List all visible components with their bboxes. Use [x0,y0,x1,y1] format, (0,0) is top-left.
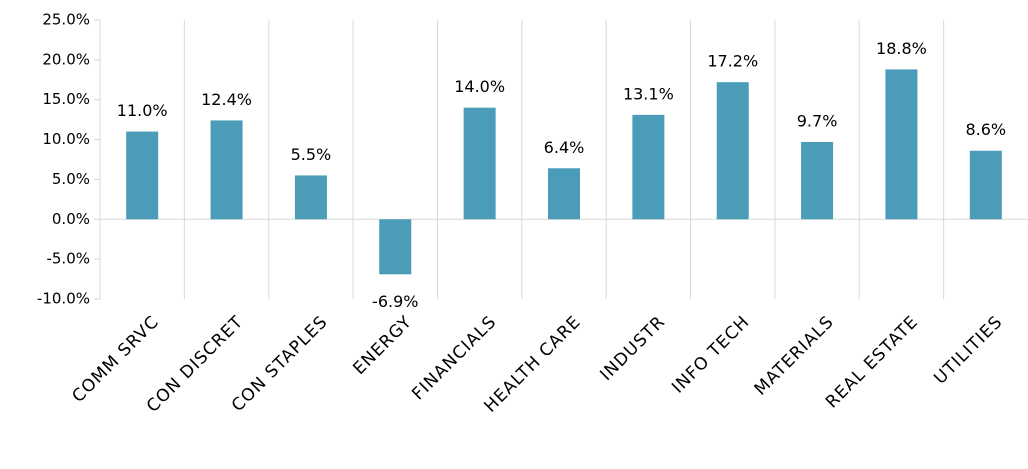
bar [126,131,159,220]
y-tick-label: 25.0% [42,11,90,29]
x-tick-label: UTILITIES [930,312,1007,389]
bar [632,114,665,220]
bar [463,107,496,220]
bar [885,69,918,220]
x-tick-label: ENERGY [349,312,416,379]
data-label: -6.9% [372,292,418,311]
x-tick-label: MATERIALS [751,312,839,400]
data-label: 13.1% [623,84,674,103]
y-tick-label: -5.0% [46,250,90,268]
bar [801,141,834,220]
data-label: 17.2% [707,52,758,71]
data-label: 11.0% [117,101,168,120]
bar [716,82,749,220]
x-tick-label: INDUSTR [596,312,669,385]
x-tick-label: FINANCIALS [408,312,500,404]
data-label: 6.4% [544,138,585,157]
bar [379,219,412,275]
x-tick-label: COMM SRVC [68,312,163,407]
y-tick-label: 15.0% [42,90,90,108]
y-tick-label: 0.0% [52,210,90,228]
y-tick-label: -10.0% [37,290,90,308]
y-tick-label: 10.0% [42,130,90,148]
data-label: 5.5% [291,145,332,164]
y-tick-label: 20.0% [42,50,90,68]
data-label: 9.7% [797,111,838,130]
bar [969,150,1002,220]
x-tick-label: INFO TECH [668,312,754,398]
data-label: 14.0% [454,77,505,96]
data-label: 8.6% [965,120,1006,139]
data-label: 18.8% [876,39,927,58]
y-tick-label: 5.0% [52,170,90,188]
bar [210,120,243,220]
data-label: 12.4% [201,90,252,109]
bar [548,168,580,220]
bar [294,175,327,220]
